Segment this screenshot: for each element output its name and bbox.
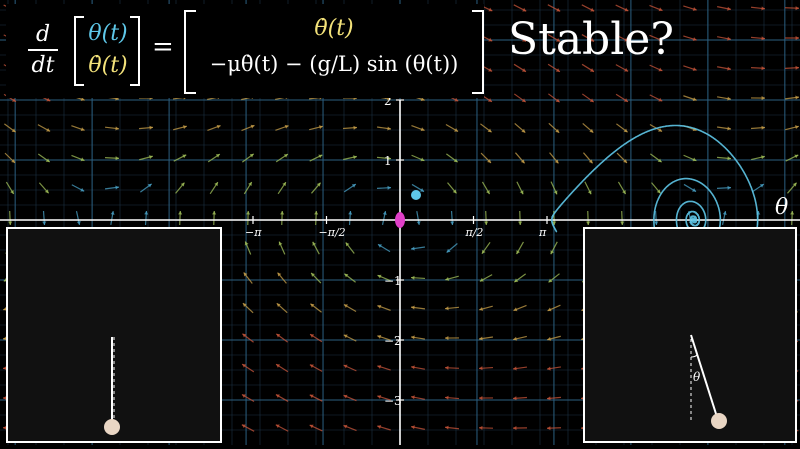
pendulum-bob: [711, 413, 727, 429]
field-arrowhead: [212, 211, 216, 214]
field-arrowhead: [450, 221, 454, 225]
field-arrowhead: [795, 6, 798, 10]
field-arrowhead: [795, 96, 799, 100]
field-arrowhead: [479, 426, 482, 430]
rhs-left-bracket: [184, 10, 196, 94]
field-arrowhead: [479, 366, 483, 370]
field-arrowhead: [620, 221, 624, 225]
equals-sign: =: [152, 32, 174, 62]
field-arrowhead: [445, 426, 449, 430]
field-arrowhead: [795, 66, 799, 70]
field-arrowhead: [586, 221, 590, 224]
trajectory-dot: [411, 190, 421, 200]
field-arrowhead: [42, 221, 46, 225]
state-theta-dot: θ̇(t): [86, 50, 130, 82]
field-arrowhead: [353, 155, 357, 159]
x-tick-label: −π/2: [319, 226, 346, 239]
field-arrowhead: [348, 211, 352, 215]
y-tick-label: −2: [384, 334, 402, 348]
derivative-numerator: d: [28, 22, 58, 47]
field-arrowhead: [727, 186, 731, 190]
field-arrowhead: [445, 366, 449, 370]
pendulum-bob: [104, 419, 120, 435]
field-arrowhead: [319, 125, 323, 129]
field-arrowhead: [547, 426, 551, 430]
angle-arc: [691, 355, 697, 357]
x-tick-label: π/2: [465, 226, 484, 239]
field-arrowhead: [387, 186, 391, 190]
x-tick-label: −π: [245, 226, 262, 239]
equation-box: d dt θ(t) θ̇(t) = θ̇(t) −μθ̇(t) − (g/L) …: [6, 4, 484, 98]
field-arrowhead: [796, 36, 799, 40]
field-arrowhead: [445, 396, 449, 400]
field-arrowhead: [183, 125, 187, 129]
pendulum-panel-left: [6, 227, 222, 443]
y-tick-label: −1: [384, 274, 402, 288]
y-tick-label: 1: [384, 154, 392, 168]
field-arrowhead: [280, 211, 284, 214]
field-arrowhead: [8, 221, 12, 225]
field-arrowhead: [411, 306, 415, 310]
field-arrowhead: [518, 221, 522, 224]
theta-axis-label: θ: [775, 195, 788, 220]
field-arrowhead: [479, 396, 482, 400]
field-arrowhead: [149, 126, 153, 130]
left-bracket: [74, 16, 84, 86]
field-arrowhead: [353, 126, 357, 130]
stable-point: [395, 212, 405, 228]
field-arrowhead: [513, 426, 516, 430]
rhs-top-entry: θ̇(t): [198, 16, 470, 41]
field-arrowhead: [479, 307, 483, 311]
field-arrowhead: [314, 211, 318, 215]
pendulum-panel-right: θ: [583, 227, 797, 443]
rhs-bottom-entry: −μθ̇(t) − (g/L) sin (θ(t)): [198, 52, 470, 76]
field-arrowhead: [795, 125, 799, 129]
rhs-right-bracket: [472, 10, 484, 94]
y-tick-label: −3: [384, 394, 402, 408]
field-arrowhead: [246, 211, 250, 214]
x-tick-label: π: [538, 226, 547, 239]
field-arrowhead: [761, 66, 765, 70]
right-bracket: [130, 16, 140, 86]
angle-label: θ: [693, 370, 701, 384]
field-arrowhead: [144, 211, 148, 215]
field-arrowhead: [761, 126, 765, 130]
field-arrowhead: [149, 155, 153, 159]
derivative-denominator: dt: [28, 53, 58, 78]
field-arrowhead: [178, 211, 182, 215]
field-arrowhead: [484, 221, 488, 225]
derivative-operator: d dt: [28, 22, 58, 78]
field-arrowhead: [445, 336, 448, 340]
state-vector: θ(t) θ̇(t): [86, 18, 130, 82]
field-arrowhead: [790, 211, 794, 215]
field-arrowhead: [762, 96, 765, 100]
state-theta: θ(t): [86, 18, 130, 50]
field-arrowhead: [411, 276, 415, 280]
stable-heading: Stable?: [508, 14, 674, 65]
